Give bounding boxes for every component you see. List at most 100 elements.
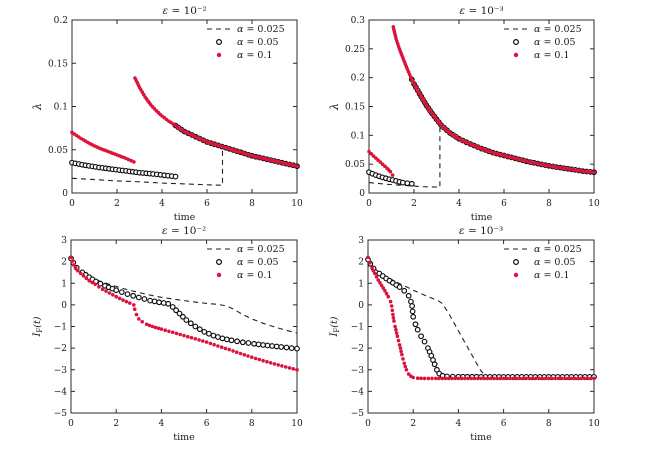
svg-text:3: 3 xyxy=(61,236,67,246)
axis-ticks xyxy=(71,19,298,194)
svg-text:4: 4 xyxy=(159,419,165,429)
svg-text:α = 0.05: α = 0.05 xyxy=(237,37,279,48)
svg-text:0: 0 xyxy=(68,419,74,429)
svg-text:8: 8 xyxy=(249,199,255,209)
svg-text:2: 2 xyxy=(410,419,416,429)
svg-text:8: 8 xyxy=(546,199,552,209)
svg-text:−1: −1 xyxy=(351,323,364,333)
series-alpha-0.1 xyxy=(69,255,299,372)
svg-text:3: 3 xyxy=(358,236,364,246)
svg-text:2: 2 xyxy=(411,199,417,209)
y-axis-label: λ xyxy=(328,103,341,111)
svg-text:−1: −1 xyxy=(54,323,67,333)
series-alpha-0.1 xyxy=(70,76,299,168)
svg-text:α = 0.025: α = 0.025 xyxy=(237,244,285,255)
svg-text:α = 0.025: α = 0.025 xyxy=(237,24,285,35)
svg-text:2: 2 xyxy=(358,258,364,268)
svg-text:−5: −5 xyxy=(351,409,365,419)
y-axis-label: IF(t) xyxy=(329,316,341,337)
tick-labels: 0 2 4 6 8 10 0 0.05 0.1 0.15 0.2 xyxy=(48,16,303,209)
panel-title: ε = 10⁻² xyxy=(163,5,207,17)
svg-text:−3: −3 xyxy=(351,366,365,376)
legend: α = 0.025 α = 0.05 α = 0.1 xyxy=(207,244,285,281)
svg-text:α = 0.025: α = 0.025 xyxy=(534,24,582,35)
svg-text:α = 0.025: α = 0.025 xyxy=(534,244,582,255)
series-alpha-0.05 xyxy=(68,255,300,352)
panel-bottom-right: 0 2 4 6 8 10 −5 −4 −3 −2 −1 0 1 2 3 ε = 10⁻³ time IF(t) α … xyxy=(329,225,600,443)
svg-text:6: 6 xyxy=(204,199,210,209)
svg-text:0: 0 xyxy=(62,189,68,199)
svg-text:λ: λ xyxy=(31,103,44,111)
x-axis-label: time xyxy=(471,212,493,223)
svg-text:8: 8 xyxy=(546,419,552,429)
svg-text:0: 0 xyxy=(61,301,67,311)
svg-text:0.05: 0.05 xyxy=(48,146,68,156)
svg-text:α = 0.1: α = 0.1 xyxy=(237,270,273,281)
panel-title: ε = 10⁻³ xyxy=(459,225,503,237)
svg-text:ε = 10⁻²: ε = 10⁻² xyxy=(163,5,207,17)
svg-text:IF(t): IF(t) xyxy=(329,316,341,337)
panel-top-right: 0 2 4 6 8 10 0 0.05 0.1 0.15 0.2 0.25 0.3 ε = 10⁻³ tim… xyxy=(328,5,600,223)
svg-text:α = 0.05: α = 0.05 xyxy=(534,37,576,48)
legend: α = 0.025 α = 0.05 α = 0.1 xyxy=(207,24,285,61)
svg-text:1: 1 xyxy=(358,279,364,289)
svg-text:α = 0.05: α = 0.05 xyxy=(237,257,279,268)
panel-bottom-left: 0 2 4 6 8 10 −5 −4 −3 −2 −1 0 1 2 3 ε = 10⁻² time IF(t) α … xyxy=(32,225,303,443)
svg-text:4: 4 xyxy=(159,199,165,209)
tick-labels: 0 2 4 6 8 10 0 0.05 0.1 0.15 0.2 0.25 0.3 xyxy=(345,16,600,209)
svg-text:0.2: 0.2 xyxy=(351,74,365,84)
svg-text:α = 0.1: α = 0.1 xyxy=(534,270,570,281)
panel-title: ε = 10⁻³ xyxy=(460,5,504,17)
svg-text:0: 0 xyxy=(365,419,371,429)
svg-text:4: 4 xyxy=(456,199,462,209)
svg-text:α = 0.1: α = 0.1 xyxy=(534,50,570,61)
svg-text:1: 1 xyxy=(61,279,67,289)
svg-text:−3: −3 xyxy=(54,366,68,376)
svg-text:8: 8 xyxy=(249,419,255,429)
svg-text:2: 2 xyxy=(113,419,119,429)
svg-text:0.25: 0.25 xyxy=(345,45,365,55)
y-axis-label: IF(t) xyxy=(32,316,44,337)
panel-top-left: 0 2 4 6 8 10 0 0.05 0.1 0.15 0.2 ε = 10⁻² time λ α = 0… xyxy=(31,5,303,223)
x-axis-label: time xyxy=(470,432,492,443)
panel-title: ε = 10⁻² xyxy=(162,225,206,237)
svg-text:0: 0 xyxy=(359,189,365,199)
x-axis-label: time xyxy=(173,432,195,443)
svg-text:−2: −2 xyxy=(54,344,67,354)
svg-text:0.05: 0.05 xyxy=(345,160,365,170)
svg-text:ε = 10⁻³: ε = 10⁻³ xyxy=(460,5,504,17)
svg-text:−4: −4 xyxy=(351,387,365,397)
tick-labels: 0 2 4 6 8 10 −5 −4 −3 −2 −1 0 1 2 3 xyxy=(54,236,303,429)
svg-text:0.15: 0.15 xyxy=(48,59,68,69)
svg-text:10: 10 xyxy=(588,419,600,429)
svg-text:λ: λ xyxy=(328,103,341,111)
series-alpha-0.1 xyxy=(366,255,596,381)
svg-text:6: 6 xyxy=(204,419,210,429)
svg-text:10: 10 xyxy=(291,199,303,209)
legend: α = 0.025 α = 0.05 α = 0.1 xyxy=(504,24,582,61)
svg-text:ε = 10⁻³: ε = 10⁻³ xyxy=(459,225,503,237)
svg-text:10: 10 xyxy=(291,419,303,429)
svg-text:0: 0 xyxy=(69,199,75,209)
svg-text:0.1: 0.1 xyxy=(351,131,365,141)
svg-text:4: 4 xyxy=(456,419,462,429)
svg-text:10: 10 xyxy=(588,199,600,209)
axis-ticks xyxy=(70,239,298,414)
svg-text:0: 0 xyxy=(366,199,372,209)
x-axis-label: time xyxy=(174,212,196,223)
svg-text:0.15: 0.15 xyxy=(345,103,365,113)
axis-ticks xyxy=(368,19,595,194)
series-alpha-0.025 xyxy=(368,127,595,188)
y-axis-label: λ xyxy=(31,103,44,111)
svg-text:0.2: 0.2 xyxy=(54,16,68,26)
legend: α = 0.025 α = 0.05 α = 0.1 xyxy=(504,244,582,281)
svg-text:ε = 10⁻²: ε = 10⁻² xyxy=(162,225,206,237)
svg-text:2: 2 xyxy=(114,199,120,209)
svg-text:6: 6 xyxy=(501,199,507,209)
series-alpha-0.1 xyxy=(367,25,596,177)
svg-text:−5: −5 xyxy=(54,409,68,419)
svg-text:6: 6 xyxy=(501,419,507,429)
svg-text:0.1: 0.1 xyxy=(54,103,68,113)
